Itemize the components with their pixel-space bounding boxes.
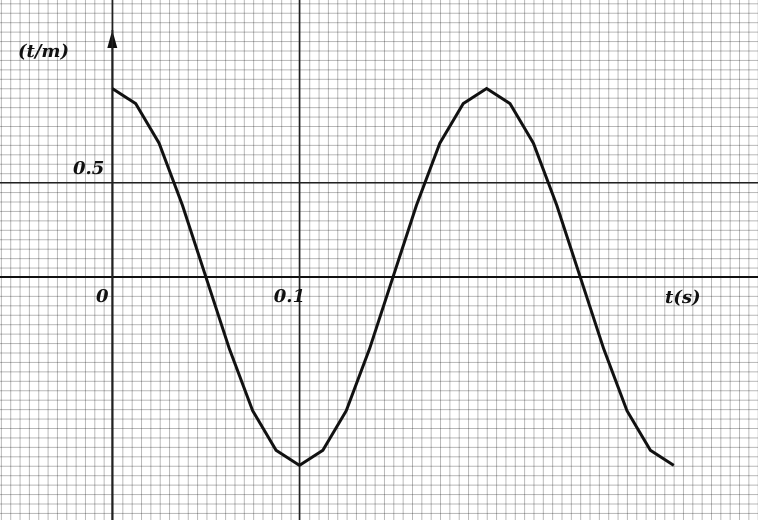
x-tick-label: 0 xyxy=(96,286,109,307)
graph-paper: (t/m) t(s) 0.5 0 0.1 xyxy=(0,0,758,520)
y-tick-label: 0.5 xyxy=(73,158,104,179)
chart: (t/m) t(s) 0.5 0 0.1 xyxy=(0,0,758,520)
x-tick-label: 0.1 xyxy=(274,286,305,307)
x-axis-label: t(s) xyxy=(665,287,700,308)
y-axis-label: (t/m) xyxy=(18,41,69,62)
